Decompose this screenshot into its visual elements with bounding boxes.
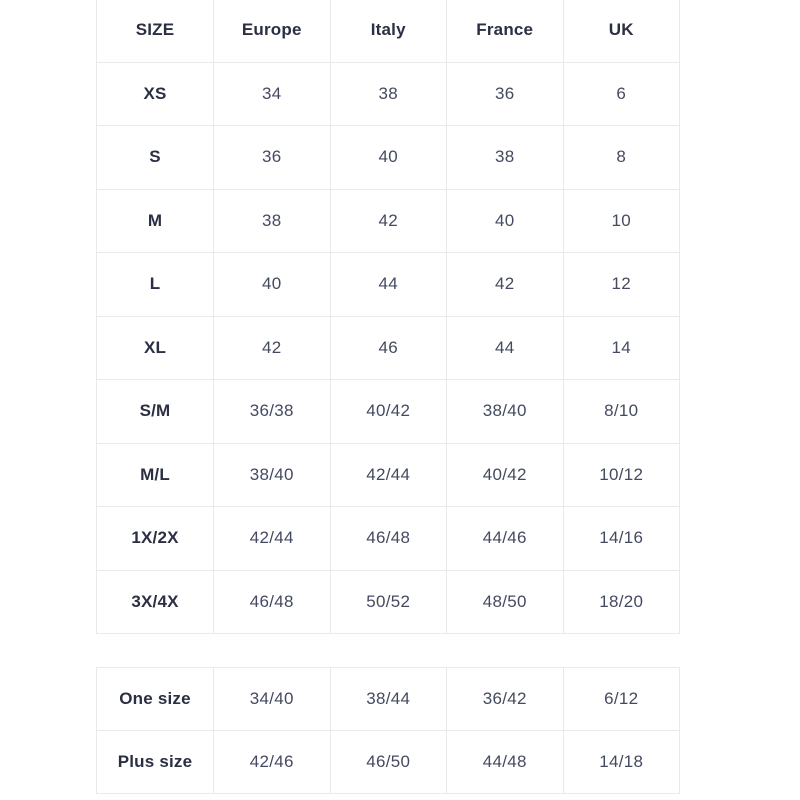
cell-france: 44/46 [446,506,564,571]
table-row: XL 42 46 44 14 [96,315,680,380]
table-row: 1X/2X 42/44 46/48 44/46 14/16 [96,506,680,571]
cell-size: XL [96,315,214,380]
cell-uk: 18/20 [562,569,680,634]
cell-europe: 42 [213,315,331,380]
column-header-france: France [446,0,564,63]
cell-italy: 40 [329,125,447,190]
cell-france: 36/42 [446,667,564,731]
cell-uk: 8/10 [562,379,680,444]
one-size-plus-size-table: One size 34/40 38/44 36/42 6/12 Plus siz… [96,667,680,794]
cell-size: L [96,252,214,317]
cell-size: S [96,125,214,190]
table-row: 3X/4X 46/48 50/52 48/50 18/20 [96,569,680,634]
cell-france: 48/50 [446,569,564,634]
size-conversion-table: SIZE Europe Italy France UK XS 34 38 36 … [96,0,680,634]
cell-italy: 46/48 [329,506,447,571]
cell-france: 42 [446,252,564,317]
cell-italy: 50/52 [329,569,447,634]
cell-france: 44/48 [446,730,564,794]
table-row: M 38 42 40 10 [96,188,680,253]
cell-europe: 36 [213,125,331,190]
table-header-row: SIZE Europe Italy France UK [96,0,680,63]
cell-uk: 14 [562,315,680,380]
cell-france: 36 [446,61,564,126]
cell-size: M [96,188,214,253]
cell-france: 40 [446,188,564,253]
cell-uk: 6 [562,61,680,126]
cell-uk: 10/12 [562,442,680,507]
cell-size: 1X/2X [96,506,214,571]
cell-europe: 36/38 [213,379,331,444]
table-row: One size 34/40 38/44 36/42 6/12 [96,667,680,731]
cell-uk: 8 [562,125,680,190]
cell-size: Plus size [96,730,214,794]
cell-europe: 42/46 [213,730,331,794]
table-row: M/L 38/40 42/44 40/42 10/12 [96,442,680,507]
cell-italy: 46 [329,315,447,380]
table-row: XS 34 38 36 6 [96,61,680,126]
table-header: SIZE Europe Italy France UK [96,0,680,63]
cell-france: 38 [446,125,564,190]
column-header-size: SIZE [96,0,214,63]
cell-italy: 44 [329,252,447,317]
cell-uk: 6/12 [562,667,680,731]
table-row: Plus size 42/46 46/50 44/48 14/18 [96,730,680,794]
cell-europe: 38 [213,188,331,253]
cell-uk: 14/18 [562,730,680,794]
table-row: S/M 36/38 40/42 38/40 8/10 [96,379,680,444]
cell-italy: 38 [329,61,447,126]
cell-europe: 46/48 [213,569,331,634]
cell-size: 3X/4X [96,569,214,634]
cell-france: 40/42 [446,442,564,507]
cell-italy: 46/50 [329,730,447,794]
column-header-italy: Italy [329,0,447,63]
cell-france: 38/40 [446,379,564,444]
cell-europe: 34 [213,61,331,126]
cell-size: S/M [96,379,214,444]
table-body: XS 34 38 36 6 S 36 40 38 8 M 38 42 40 10 [96,61,680,634]
cell-uk: 14/16 [562,506,680,571]
cell-europe: 34/40 [213,667,331,731]
column-header-uk: UK [562,0,680,63]
column-header-europe: Europe [213,0,331,63]
table-row: L 40 44 42 12 [96,252,680,317]
cell-size: One size [96,667,214,731]
cell-size: M/L [96,442,214,507]
cell-europe: 42/44 [213,506,331,571]
cell-uk: 10 [562,188,680,253]
cell-italy: 40/42 [329,379,447,444]
table-body: One size 34/40 38/44 36/42 6/12 Plus siz… [96,667,680,794]
cell-italy: 38/44 [329,667,447,731]
cell-uk: 12 [562,252,680,317]
cell-italy: 42/44 [329,442,447,507]
cell-italy: 42 [329,188,447,253]
cell-france: 44 [446,315,564,380]
cell-europe: 40 [213,252,331,317]
cell-europe: 38/40 [213,442,331,507]
cell-size: XS [96,61,214,126]
table-row: S 36 40 38 8 [96,125,680,190]
